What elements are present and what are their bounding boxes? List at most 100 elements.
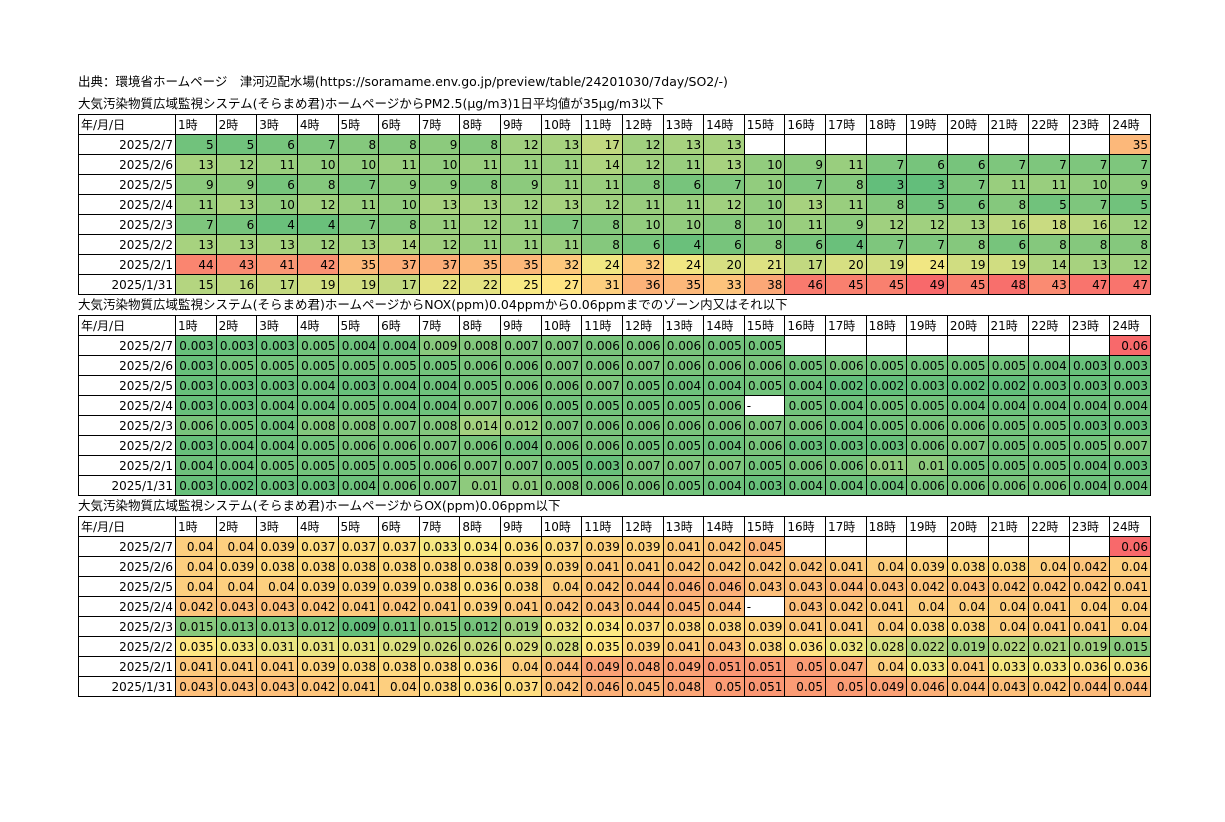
value-cell: 11 (500, 154, 542, 175)
value-cell: 0.004 (1068, 475, 1111, 496)
value-cell: 0.038 (906, 616, 948, 637)
value-cell: 0.043 (865, 576, 908, 597)
value-cell: 0.043 (175, 676, 217, 697)
value-cell: 0.042 (906, 576, 948, 597)
value-cell: 0.006 (500, 395, 542, 416)
value-cell: 0.005 (743, 335, 786, 356)
value-cell: 16 (987, 214, 1030, 235)
hour-column-header: 13時 (662, 516, 705, 537)
hour-column-header: 12時 (621, 114, 664, 135)
date-cell: 2025/1/31 (78, 274, 176, 295)
value-cell: 0.032 (825, 636, 867, 657)
value-cell: 13 (540, 194, 583, 215)
value-cell: 0.005 (906, 395, 948, 416)
hour-column-header: 16時 (784, 516, 826, 537)
value-cell: 0.003 (175, 335, 217, 356)
value-cell: 0.06 (1109, 536, 1151, 557)
value-cell: 0.005 (337, 355, 380, 376)
date-cell: 2025/2/5 (78, 576, 176, 597)
value-cell: 13 (1068, 254, 1111, 275)
value-cell: 8 (1068, 234, 1111, 255)
hour-column-header: 15時 (743, 516, 786, 537)
hour-column-header: 22時 (1028, 114, 1070, 135)
value-cell: 0.01 (906, 455, 948, 476)
value-cell: 0.005 (296, 435, 339, 456)
value-cell: 0.051 (743, 676, 786, 697)
value-cell: 12 (906, 214, 948, 235)
value-cell: 0.004 (175, 455, 217, 476)
value-cell: 0.049 (662, 656, 705, 677)
value-cell: 3 (906, 174, 948, 195)
value-cell: 0.006 (906, 415, 948, 436)
date-column-header: 年/月/日 (78, 114, 176, 135)
value-cell: 0.006 (581, 475, 623, 496)
value-cell: 6 (256, 134, 298, 155)
value-cell: 0.012 (459, 616, 501, 637)
value-cell (1068, 134, 1111, 155)
value-cell: 0.007 (743, 415, 786, 436)
date-cell: 2025/2/7 (78, 335, 176, 356)
hour-column-header: 11時 (581, 114, 623, 135)
value-cell: 47 (1109, 274, 1151, 295)
value-cell: 12 (865, 214, 908, 235)
value-cell: 8 (459, 134, 501, 155)
value-cell (865, 335, 908, 356)
value-cell: 21 (743, 254, 786, 275)
hour-column-header: 24時 (1109, 315, 1151, 336)
value-cell: 15 (175, 274, 217, 295)
hour-column-header: 11時 (581, 315, 623, 336)
value-cell: 7 (337, 174, 380, 195)
value-cell: 0.005 (784, 355, 826, 376)
value-cell: 0.004 (825, 395, 867, 416)
value-cell: 0.005 (540, 455, 583, 476)
value-cell: 22 (459, 274, 501, 295)
value-cell: 0.004 (337, 475, 380, 496)
value-cell: 0.041 (825, 556, 867, 577)
value-cell (865, 536, 908, 557)
value-cell: 0.006 (743, 435, 786, 456)
value-cell: 6 (946, 154, 989, 175)
value-cell: 8 (621, 174, 664, 195)
value-cell: 0.039 (296, 656, 339, 677)
value-cell: 19 (865, 254, 908, 275)
value-cell: 35 (1109, 134, 1151, 155)
value-cell: 0.004 (418, 375, 461, 396)
value-cell: 0.003 (743, 475, 786, 496)
value-cell (825, 134, 867, 155)
value-cell: 7 (1109, 154, 1151, 175)
value-cell (1028, 335, 1070, 356)
value-cell: 12 (500, 134, 542, 155)
value-cell: 0.041 (1028, 596, 1070, 617)
value-cell: - (743, 596, 786, 617)
value-cell: 0.003 (175, 475, 217, 496)
value-cell: 0.004 (378, 375, 420, 396)
value-cell: 0.004 (256, 395, 298, 416)
value-cell (987, 134, 1030, 155)
value-cell: 9 (1109, 174, 1151, 195)
value-cell: 0.038 (337, 556, 380, 577)
hour-column-header: 23時 (1068, 516, 1111, 537)
value-cell: 0.005 (1068, 435, 1111, 456)
value-cell: 0.009 (418, 335, 461, 356)
value-cell: 22 (418, 274, 461, 295)
date-cell: 2025/2/3 (78, 616, 176, 637)
value-cell: 0.005 (378, 355, 420, 376)
value-cell: 19 (987, 254, 1030, 275)
date-cell: 2025/2/6 (78, 556, 176, 577)
value-cell: 0.004 (703, 475, 745, 496)
value-cell: 0.04 (1109, 596, 1151, 617)
header-row: 年/月/日 1時 2時 3時 4時 5時 6時 7時 8時 9時 10時 11時 12時 13時 14時 15… (78, 114, 1151, 135)
value-cell: 0.043 (743, 576, 786, 597)
date-cell: 2025/1/31 (78, 475, 176, 496)
value-cell: 0.004 (946, 395, 989, 416)
hour-column-header: 21時 (987, 315, 1030, 336)
value-cell: 0.005 (946, 355, 989, 376)
value-cell: 0.038 (296, 556, 339, 577)
value-cell: 16 (1068, 214, 1111, 235)
value-cell: 13 (215, 234, 258, 255)
hour-column-header: 6時 (378, 315, 420, 336)
value-cell: 6 (784, 234, 826, 255)
value-cell: 0.003 (1068, 375, 1111, 396)
date-cell: 2025/2/7 (78, 536, 176, 557)
hour-column-header: 15時 (743, 315, 786, 336)
